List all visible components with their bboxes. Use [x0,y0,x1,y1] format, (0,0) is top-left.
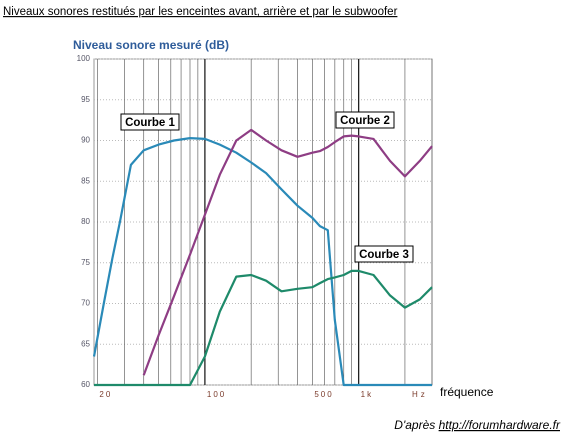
y-tick-label: 95 [81,95,90,104]
series-label-box [120,113,180,131]
y-tick-label: 90 [81,136,90,145]
y-tick-label: 85 [81,176,90,185]
y-tick-label: 60 [81,380,90,389]
x-tick-label: 20 [99,390,112,399]
y-tick-label: 70 [81,299,90,308]
series-line [142,128,433,376]
y-tick-label: 80 [81,217,90,226]
source: D'après http://forumhardware.fr [394,418,561,432]
x-axis-title: fréquence [440,385,494,399]
y-tick-label: 75 [81,258,90,267]
series-line [94,269,433,387]
series-line [92,137,432,387]
chart-title: Niveaux sonores restitués par les encein… [3,6,398,18]
y-tick-label: 100 [77,54,91,63]
series-label: Courbe 2 [340,115,390,127]
y-axis-title: Niveau sonore mesuré (dB) [73,38,229,52]
x-tick-label: 500 [314,390,333,399]
x-tick-label: 100 [207,390,226,399]
series-label-box [354,245,414,263]
series-label-box [335,111,395,129]
source-prefix: D'après [394,418,435,432]
series-label: Courbe 3 [359,249,409,261]
x-unit-label: Hz [412,390,428,399]
source-link[interactable]: http://forumhardware.fr [439,418,561,432]
x-tick-label: 1k [361,390,373,399]
y-tick-label: 65 [81,339,90,348]
series-label: Courbe 1 [125,117,175,129]
